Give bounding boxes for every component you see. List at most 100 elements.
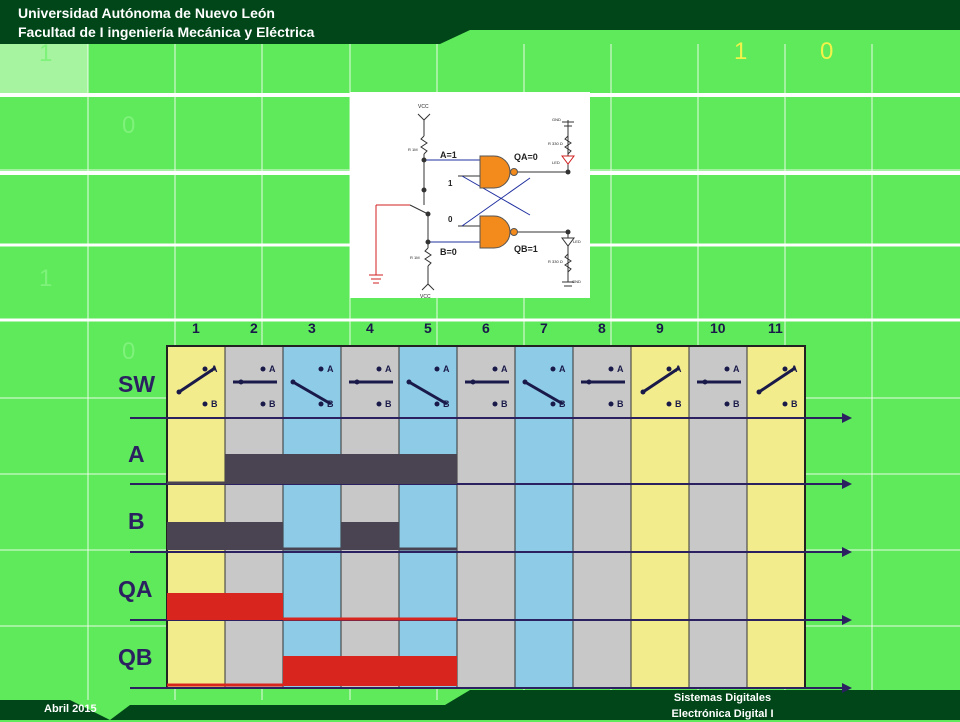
res-a-label: R 1M (408, 147, 418, 152)
switch-a-label: A (675, 364, 682, 374)
bg-digit: 0 (820, 38, 834, 65)
column-number: 8 (598, 320, 606, 336)
nand-bubble-bottom (510, 228, 518, 236)
arrow-icon (842, 413, 852, 423)
led-bottom-icon (561, 237, 575, 247)
switch-icon: AB (697, 364, 741, 409)
arrow-icon (842, 547, 852, 557)
timing-column (514, 345, 574, 689)
switch-b-label: B (443, 399, 450, 409)
column-number: 6 (482, 320, 490, 336)
signal-high (167, 593, 225, 620)
signal-high (283, 656, 341, 686)
res-b-label: R 1M (410, 255, 420, 260)
nand-gate-bottom (479, 215, 511, 249)
b-label: B=0 (440, 247, 457, 257)
qb-label: QB=1 (514, 244, 538, 254)
column-number: 11 (768, 320, 783, 336)
arrow-icon (842, 683, 852, 693)
column-number: 5 (424, 320, 432, 336)
circuit-panel (350, 92, 590, 298)
switch-b-label: B (385, 399, 392, 409)
footer-course: Sistemas Digitales Electrónica Digital I (640, 690, 805, 722)
vcc-bottom-symbol (421, 283, 435, 291)
bg-digit: 1 (39, 40, 53, 67)
signal-high (399, 656, 457, 686)
qa-label: QA=0 (514, 152, 538, 162)
bg-digit: 0 (122, 338, 136, 365)
signal-high (341, 454, 399, 484)
signal-high (225, 593, 283, 620)
university-name: Universidad Autónoma de Nuevo León (18, 5, 275, 21)
signal-high (283, 454, 341, 484)
timing-column (398, 345, 458, 689)
column-number: 4 (366, 320, 374, 336)
res-top-label: R 330 Ω (548, 141, 563, 146)
timing-column (746, 345, 806, 689)
column-number: 9 (656, 320, 664, 336)
switch-b-label: B (733, 399, 740, 409)
column-number: 3 (308, 320, 316, 336)
switch-icon: AB (349, 364, 393, 409)
a-label: A=1 (440, 150, 457, 160)
led-top-icon (561, 155, 575, 165)
vcc-top-label: VCC (418, 104, 429, 110)
switch-icon: AB (522, 364, 566, 409)
column-number: 7 (540, 320, 548, 336)
led-bottom-label: LED (573, 239, 581, 244)
switch-icon: AB (406, 364, 450, 409)
switch-icon: AB (176, 364, 218, 409)
faculty-name: Facultad de I ingeniería Mecánica y Eléc… (18, 24, 315, 40)
led-top-label: LED (552, 160, 560, 165)
switch-b-label: B (327, 399, 334, 409)
gnd-bottom-label: GND (572, 279, 581, 284)
switch-a-label: A (501, 364, 508, 374)
signal-high (225, 522, 283, 550)
course-line-2: Electrónica Digital I (671, 708, 774, 720)
arrow-icon (842, 615, 852, 625)
signal-high (341, 656, 399, 686)
timing-column (456, 345, 516, 689)
switch-a-label: A (559, 364, 566, 374)
row-label: QA (118, 576, 153, 602)
switch-icon: AB (233, 364, 277, 409)
column-number: 1 (192, 320, 200, 336)
nand-bubble-top (510, 168, 518, 176)
switch-b-label: B (791, 399, 798, 409)
header-title: Universidad Autónoma de Nuevo León Facul… (18, 4, 314, 42)
nand-gate-top (479, 155, 511, 189)
gnd-top-label: GND (552, 117, 561, 122)
switch-icon: AB (290, 364, 334, 409)
timing-column (282, 345, 342, 689)
row-label: A (128, 441, 145, 467)
row-label: QB (118, 644, 153, 670)
switch-a-label: A (733, 364, 740, 374)
footer-date: Abril 2015 (44, 703, 97, 715)
signal-high (341, 522, 399, 550)
course-line-1: Sistemas Digitales (673, 692, 772, 704)
switch-a-label: A (617, 364, 624, 374)
switch-b-label: B (559, 399, 566, 409)
cross-top-label: 1 (448, 179, 453, 188)
signal-high (225, 454, 283, 484)
row-label: SW (118, 371, 155, 397)
switch-b-label: B (501, 399, 508, 409)
switch-a-label: A (791, 364, 798, 374)
timing-column (166, 345, 226, 689)
signal-high (167, 522, 225, 550)
bg-digit: 0 (122, 112, 136, 139)
switch-a-label: A (385, 364, 392, 374)
timing-column (340, 345, 400, 689)
switch-b-label: B (211, 399, 218, 409)
arrow-icon (842, 479, 852, 489)
resistor-b (424, 247, 432, 267)
vcc-bottom-label: VCC (420, 294, 431, 300)
timing-column (688, 345, 748, 689)
column-number: 10 (710, 320, 726, 336)
switch-icon: AB (640, 364, 682, 409)
timing-column (630, 345, 690, 689)
sw-blade (409, 204, 429, 215)
switch-a-label: A (269, 364, 276, 374)
switch-icon: AB (581, 364, 625, 409)
